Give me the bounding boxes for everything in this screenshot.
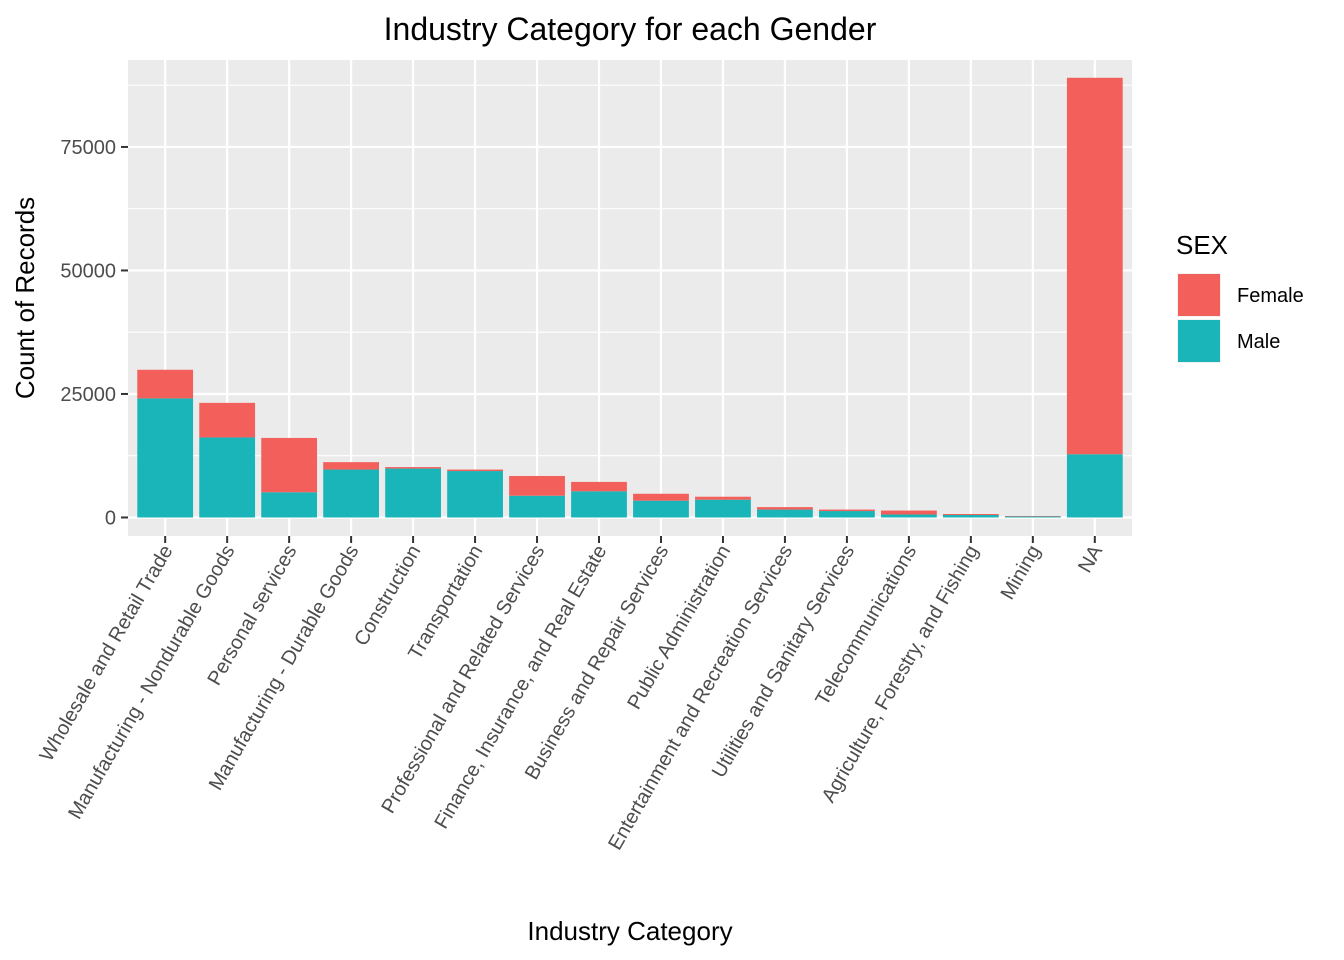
bar-male-10 [757,509,813,518]
y-tick-label: 0 [105,507,116,529]
bar-male-5 [447,471,503,518]
y-tick-label: 50000 [60,260,116,282]
bar-female-1 [199,402,256,438]
bar-male-11 [819,511,875,518]
y-tick-label: 25000 [60,384,116,406]
bar-male-13 [942,515,999,518]
bar-female-15 [1066,77,1123,455]
bars [137,77,1123,518]
y-axis-title: Count of Records [10,197,40,399]
bar-male-2 [261,492,318,518]
bar-female-12 [881,510,937,515]
bar-female-10 [757,507,813,510]
bar-female-6 [509,475,565,496]
bar-male-9 [695,499,751,518]
bar-male-12 [881,514,937,518]
legend-label-female: Female [1237,285,1304,307]
y-axis: 0 25000 50000 75000 [60,137,128,529]
bar-female-8 [633,493,689,501]
bar-female-13 [942,514,999,516]
legend-swatch-male [1178,320,1220,362]
bar-male-15 [1066,454,1123,518]
chart-title: Industry Category for each Gender [384,11,877,47]
x-tick-label: NA [1074,541,1107,577]
bar-male-4 [385,468,441,518]
legend-swatch-female [1178,274,1220,316]
legend-label-male: Male [1237,331,1280,353]
bar-male-6 [509,495,565,518]
bar-male-14 [1004,516,1061,518]
legend-title: SEX [1176,230,1228,260]
bar-female-5 [447,469,503,472]
bar-female-0 [137,369,194,399]
bar-female-2 [261,437,318,493]
bar-male-0 [137,398,194,518]
bar-female-4 [385,467,441,469]
bar-female-9 [695,496,751,500]
x-tick-label: Mining [997,542,1046,604]
bar-female-11 [819,509,875,512]
bar-male-3 [323,469,379,518]
x-axis: Wholesale and Retail TradeManufacturing … [36,536,1107,854]
bar-male-8 [633,500,689,518]
legend: SEX Female Male [1176,230,1304,363]
bar-female-3 [323,462,379,470]
legend-items: Female Male [1177,273,1304,363]
bar-male-1 [199,437,256,518]
bar-female-7 [571,481,627,492]
y-tick-label: 75000 [60,137,116,159]
x-axis-title: Industry Category [527,916,732,946]
bar-male-7 [571,491,627,518]
